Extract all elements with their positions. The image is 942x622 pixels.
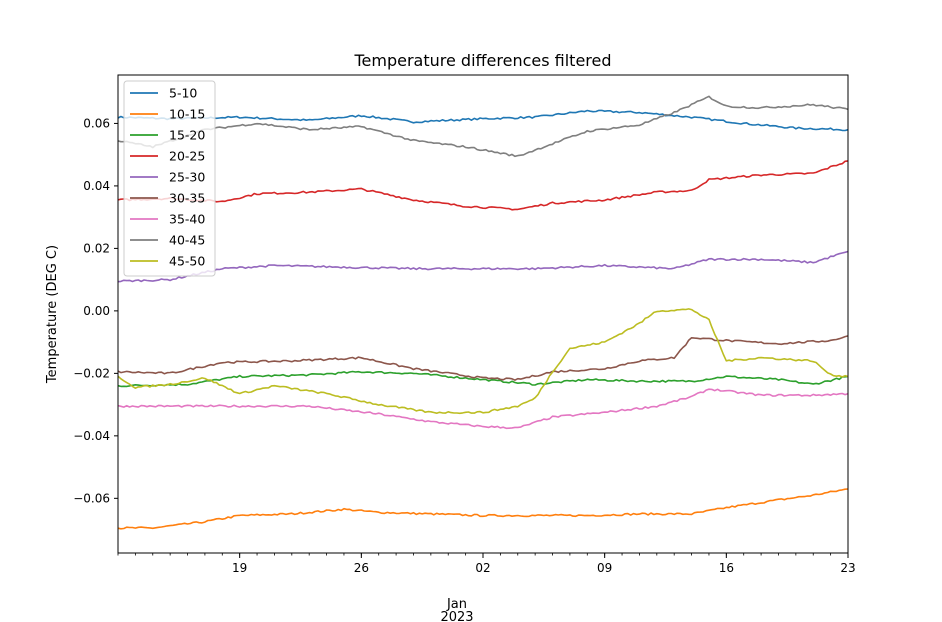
x-tick-label: 09 xyxy=(597,561,612,575)
x-tick-label: 16 xyxy=(719,561,734,575)
x-axis: 19 26 02 09 16 23 xyxy=(117,553,856,575)
series-line-35-40 xyxy=(117,388,849,430)
y-axis-label: Temperature (DEG C) xyxy=(45,245,60,384)
legend-label: 30-35 xyxy=(169,191,205,206)
series-line-45-50 xyxy=(117,308,849,415)
legend-label: 20-25 xyxy=(169,149,205,164)
x-axis-year-label: 2023 xyxy=(440,610,473,622)
axes-border xyxy=(117,74,849,554)
axes-frame xyxy=(117,74,849,554)
series-line-10-15 xyxy=(117,488,849,530)
legend: 5-10 10-15 15-20 20-25 25-30 30-35 35-40 40-45 4… xyxy=(123,80,216,277)
y-tick-label: −0.04 xyxy=(73,429,110,443)
series-line-40-45 xyxy=(117,95,849,158)
y-axis: −0.06 −0.04 −0.02 0.00 0.02 0.04 0.06 xyxy=(73,116,118,505)
y-tick-label: −0.02 xyxy=(73,366,110,380)
y-tick-label: 0.02 xyxy=(83,241,110,255)
x-tick-label: 19 xyxy=(232,561,247,575)
y-tick-label: −0.06 xyxy=(73,491,110,505)
legend-label: 10-15 xyxy=(169,107,205,122)
legend-box xyxy=(123,80,216,277)
y-tick-label: 0.04 xyxy=(83,179,110,193)
legend-label: 15-20 xyxy=(169,128,205,143)
series-line-25-30 xyxy=(117,250,849,283)
series-line-30-35 xyxy=(117,335,849,381)
series-line-20-25 xyxy=(117,160,849,211)
legend-label: 40-45 xyxy=(169,233,205,248)
x-tick-label: 23 xyxy=(840,561,855,575)
x-tick-label: 26 xyxy=(354,561,369,575)
chart-title: Temperature differences filtered xyxy=(353,51,611,70)
series-line-15-20 xyxy=(117,370,849,388)
y-tick-label: 0.06 xyxy=(83,116,110,130)
x-axis-month-label: Jan xyxy=(446,597,467,612)
plot-area xyxy=(117,95,849,530)
series-line-5-10 xyxy=(117,109,849,132)
y-tick-label: 0.00 xyxy=(83,304,110,318)
legend-label: 5-10 xyxy=(169,86,197,101)
x-tick-label: 02 xyxy=(475,561,490,575)
legend-label: 25-30 xyxy=(169,170,205,185)
legend-label: 45-50 xyxy=(169,254,205,269)
legend-label: 35-40 xyxy=(169,212,205,227)
